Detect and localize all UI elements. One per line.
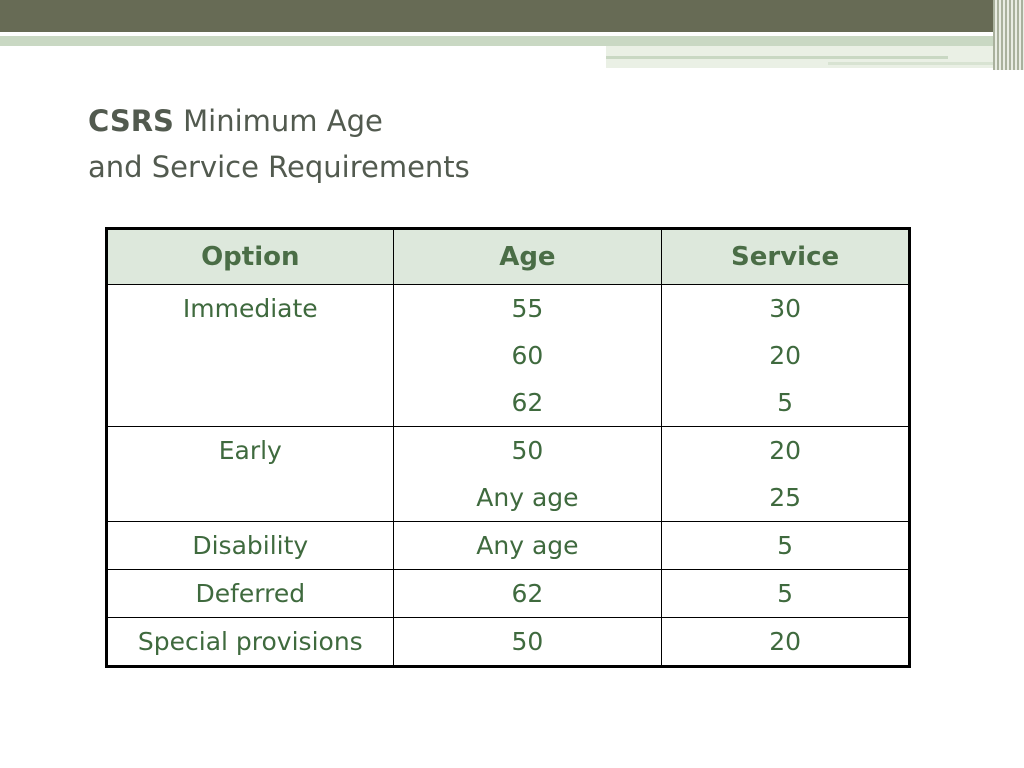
table-header-row: Option Age Service [106,228,910,285]
age-value: Any age [476,531,579,560]
service-cell: 5 [661,569,910,618]
age-cell: Any age [392,521,663,570]
option-label: Immediate [182,294,318,323]
service-value: 5 [777,531,794,560]
header-stripes-decoration [993,0,1024,70]
header-accent-line [828,62,1000,65]
header-accent-line [606,56,948,59]
age-cell: 55 60 62 [392,284,663,427]
option-cell: Special provisions [106,617,394,667]
age-value: 50 [511,436,544,465]
age-cell: 50 [392,617,663,667]
option-label: Disability [192,531,309,560]
age-value: 55 [511,294,544,323]
option-label: Early [218,436,282,465]
title-line2: and Service Requirements [88,150,470,184]
age-value: Any age [476,483,579,512]
header-age: Age [392,228,663,285]
title-acronym: CSRS [88,104,174,138]
service-value: 20 [769,627,801,656]
service-value: 20 [769,341,801,370]
table-row: Immediate 55 60 62 30 20 5 [106,284,910,427]
age-value: 62 [511,579,544,608]
age-cell: 62 [392,569,663,618]
option-label: Deferred [195,579,306,608]
header-option: Option [106,228,394,285]
service-cell: 20 25 [661,426,910,522]
requirements-table: Option Age Service Immediate 55 60 62 30… [105,227,911,668]
table-row: Disability Any age 5 [106,521,910,570]
table-row: Early 50 Any age 20 25 [106,426,910,522]
option-cell: Immediate [106,284,394,427]
table-row: Deferred 62 5 [106,569,910,618]
service-cell: 5 [661,521,910,570]
service-value: 20 [769,436,801,465]
slide-title: CSRS Minimum Age and Service Requirement… [88,98,470,190]
service-cell: 20 [661,617,910,667]
title-line1-rest: Minimum Age [173,104,383,138]
header-band [0,0,1000,32]
age-cell: 50 Any age [392,426,663,522]
table-row: Special provisions 50 20 [106,617,910,667]
service-value: 5 [777,388,794,417]
option-cell: Disability [106,521,394,570]
age-value: 62 [511,388,544,417]
service-value: 5 [777,579,794,608]
age-value: 60 [511,341,544,370]
age-value: 50 [511,627,544,656]
header-service: Service [661,228,910,285]
option-cell: Early [106,426,394,522]
service-cell: 30 20 5 [661,284,910,427]
header-accent-band [0,36,1000,46]
option-cell: Deferred [106,569,394,618]
service-value: 25 [769,483,801,512]
service-value: 30 [769,294,801,323]
option-label: Special provisions [137,627,363,656]
